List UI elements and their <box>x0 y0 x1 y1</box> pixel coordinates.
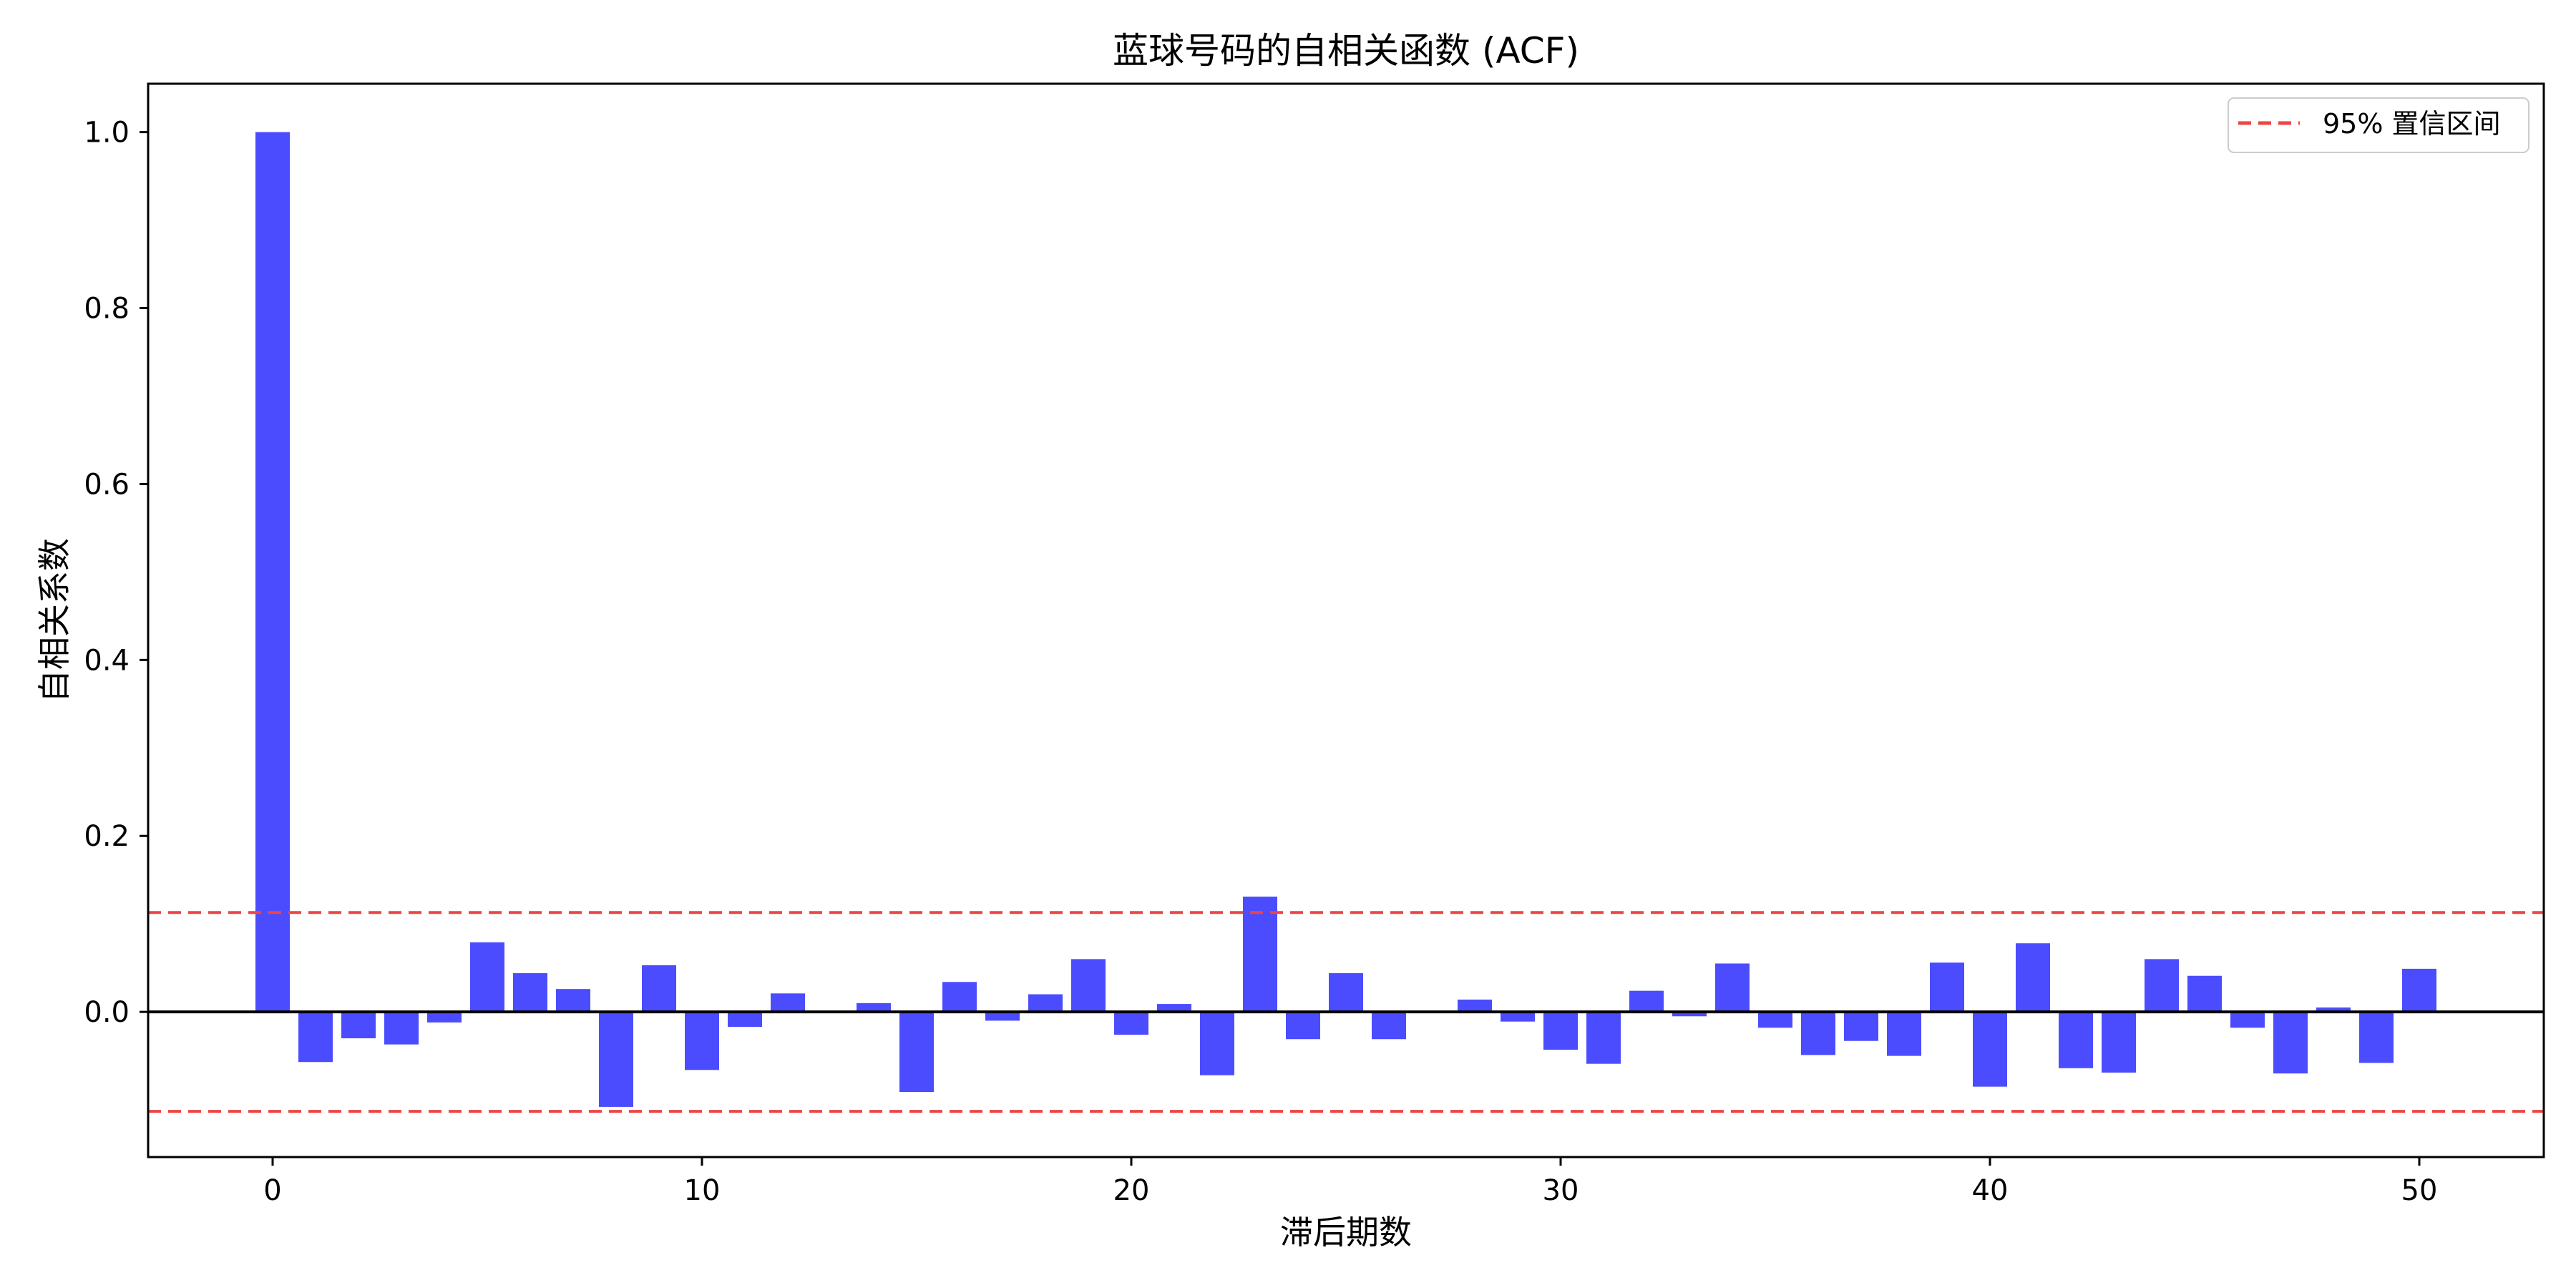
acf-bar <box>1543 1012 1578 1050</box>
acf-bar <box>1844 1012 1878 1041</box>
acf-bar <box>2230 1012 2265 1028</box>
x-axis-label: 滞后期数 <box>1280 1213 1412 1252</box>
legend: 95% 置信区间 <box>2228 97 2529 153</box>
acf-bar <box>985 1012 1020 1021</box>
x-tick-label: 50 <box>2401 1174 2438 1207</box>
x-tick-label: 40 <box>1972 1174 2009 1207</box>
acf-bar <box>556 989 590 1013</box>
plot-area: 0.0 0.2 0.4 0.6 0.8 1.0 0 10 20 30 40 50 <box>84 82 2545 1207</box>
acf-bar <box>1758 1012 1792 1028</box>
acf-bar <box>1801 1012 1835 1055</box>
acf-bar <box>1028 994 1063 1013</box>
legend-confidence-label: 95% 置信区间 <box>2323 108 2501 140</box>
acf-bar <box>2187 975 2222 1013</box>
acf-bar <box>384 1012 419 1045</box>
acf-bar <box>1329 973 1363 1013</box>
acf-bar <box>1715 963 1750 1013</box>
acf-bar <box>255 132 290 1013</box>
y-tick-label: 0.8 <box>84 293 130 326</box>
x-tick-label: 0 <box>263 1174 281 1207</box>
acf-bar <box>1114 1012 1148 1035</box>
y-axis-label: 自相关系数 <box>35 538 74 703</box>
acf-bar <box>1973 1012 2007 1087</box>
acf-bar <box>1629 990 1664 1013</box>
acf-bar <box>2273 1012 2308 1074</box>
acf-bar <box>1157 1004 1191 1013</box>
acf-bar <box>642 965 676 1013</box>
acf-bar <box>857 1002 891 1013</box>
acf-bar <box>298 1012 333 1063</box>
y-tick-label: 0.6 <box>84 468 130 501</box>
acf-bar <box>771 993 805 1013</box>
y-tick-label: 0.0 <box>84 996 130 1029</box>
acf-bar <box>728 1012 762 1028</box>
acf-bar <box>2016 943 2050 1013</box>
acf-bar <box>2059 1012 2093 1068</box>
acf-bar <box>1372 1012 1406 1040</box>
acf-bar <box>2145 959 2179 1013</box>
acf-bar <box>341 1012 376 1039</box>
y-tick-label: 0.2 <box>84 820 130 853</box>
acf-bar <box>1200 1012 1234 1075</box>
acf-bar <box>513 973 547 1013</box>
acf-bar <box>2102 1012 2136 1073</box>
acf-bar <box>427 1012 462 1023</box>
x-tick-label: 20 <box>1113 1174 1150 1207</box>
x-tick-label: 10 <box>684 1174 721 1207</box>
acf-bar <box>1672 1012 1707 1017</box>
y-tick-label: 0.4 <box>84 644 130 677</box>
y-tick-label: 1.0 <box>84 117 130 150</box>
acf-bar <box>2316 1007 2351 1013</box>
acf-bar <box>599 1012 633 1107</box>
acf-bar <box>1071 959 1106 1013</box>
acf-bar <box>1458 999 1492 1013</box>
x-tick-label: 30 <box>1543 1174 1579 1207</box>
acf-bar <box>1586 1012 1621 1064</box>
legend-box <box>2228 97 2529 153</box>
acf-bar <box>1930 962 1964 1013</box>
acf-bar <box>685 1012 719 1070</box>
acf-bar <box>470 942 504 1013</box>
acf-bar <box>1243 897 1277 1013</box>
chart-title: 蓝球号码的自相关函数 (ACF) <box>1113 30 1579 72</box>
acf-bar <box>2402 968 2436 1013</box>
acf-bar <box>1501 1012 1535 1022</box>
acf-bar <box>899 1012 934 1093</box>
plot-frame <box>147 82 2545 1158</box>
acf-bar <box>1887 1012 1921 1056</box>
acf-bar <box>1286 1012 1320 1040</box>
acf-bar <box>942 982 977 1013</box>
acf-bar <box>2359 1012 2394 1063</box>
